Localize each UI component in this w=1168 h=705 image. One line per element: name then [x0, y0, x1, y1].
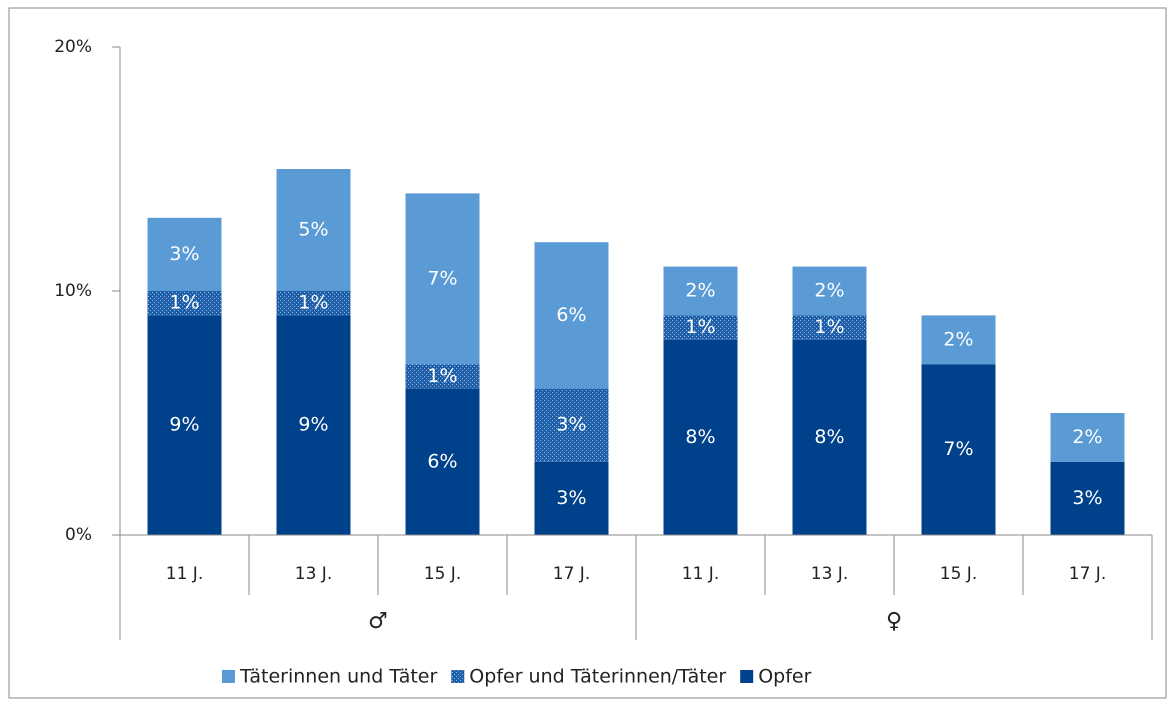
bar-segment: [663, 339, 738, 535]
bar-segment: [1050, 413, 1125, 462]
bar-segment: [792, 315, 867, 340]
data-label: 3%: [1072, 487, 1102, 509]
data-label: 7%: [427, 267, 457, 289]
data-label: 6%: [556, 304, 586, 326]
x-tick-label: 11 J.: [682, 564, 719, 584]
data-label: 7%: [943, 438, 973, 460]
data-label: 9%: [169, 414, 199, 436]
y-tick-label: 10%: [54, 281, 92, 301]
data-label: 3%: [556, 487, 586, 509]
bar-segment: [147, 291, 222, 316]
bar-segment: [663, 315, 738, 340]
y-tick-label: 20%: [54, 37, 92, 57]
bar-segment: [276, 291, 351, 316]
data-label: 6%: [427, 450, 457, 472]
data-label: 2%: [814, 280, 844, 302]
bar-segment: [534, 461, 609, 535]
data-label: 3%: [169, 243, 199, 265]
x-tick-label: 13 J.: [295, 564, 332, 584]
bar-segment: [921, 315, 996, 365]
y-tick-label: 0%: [65, 525, 92, 545]
data-label: 1%: [685, 316, 715, 338]
legend-swatch: [222, 670, 235, 683]
data-label: 1%: [169, 292, 199, 314]
x-tick-label: 11 J.: [166, 564, 203, 584]
data-label: 8%: [685, 426, 715, 448]
data-label: 9%: [298, 414, 328, 436]
x-tick-label: 15 J.: [940, 564, 977, 584]
bar-segment: [792, 266, 867, 316]
bar-segment: [921, 364, 996, 535]
bar-segment: [147, 217, 222, 291]
x-tick-label: 15 J.: [424, 564, 461, 584]
legend-label: Täterinnen und Täter: [239, 666, 437, 688]
group-label: ♀: [886, 609, 902, 634]
bar-segment: [1050, 461, 1125, 535]
data-label: 3%: [556, 414, 586, 436]
data-label: 2%: [685, 280, 715, 302]
bar-segment: [405, 193, 480, 365]
x-tick-label: 13 J.: [811, 564, 848, 584]
group-label: ♂: [368, 609, 388, 634]
data-label: 1%: [814, 316, 844, 338]
bar-segment: [663, 266, 738, 316]
legend-label: Opfer: [758, 666, 811, 688]
legend-swatch: [451, 670, 465, 683]
frame: [8, 7, 1167, 699]
bar-segment: [534, 388, 609, 462]
data-label: 5%: [298, 219, 328, 241]
data-label: 2%: [943, 328, 973, 350]
bar-segment: [147, 315, 222, 535]
legend-swatch: [740, 670, 754, 683]
legend-label: Opfer und Täterinnen/Täter: [469, 666, 726, 688]
data-label: 1%: [298, 292, 328, 314]
bar-segment: [792, 339, 867, 535]
x-tick-label: 17 J.: [1069, 564, 1106, 584]
bar-segment: [534, 242, 609, 389]
data-label: 2%: [1072, 426, 1102, 448]
bar-segment: [405, 388, 480, 535]
bar-segment: [405, 364, 480, 389]
data-label: 8%: [814, 426, 844, 448]
bar-segment: [276, 169, 351, 291]
x-tick-label: 17 J.: [553, 564, 590, 584]
data-label: 1%: [427, 365, 457, 387]
bar-segment: [276, 315, 351, 535]
